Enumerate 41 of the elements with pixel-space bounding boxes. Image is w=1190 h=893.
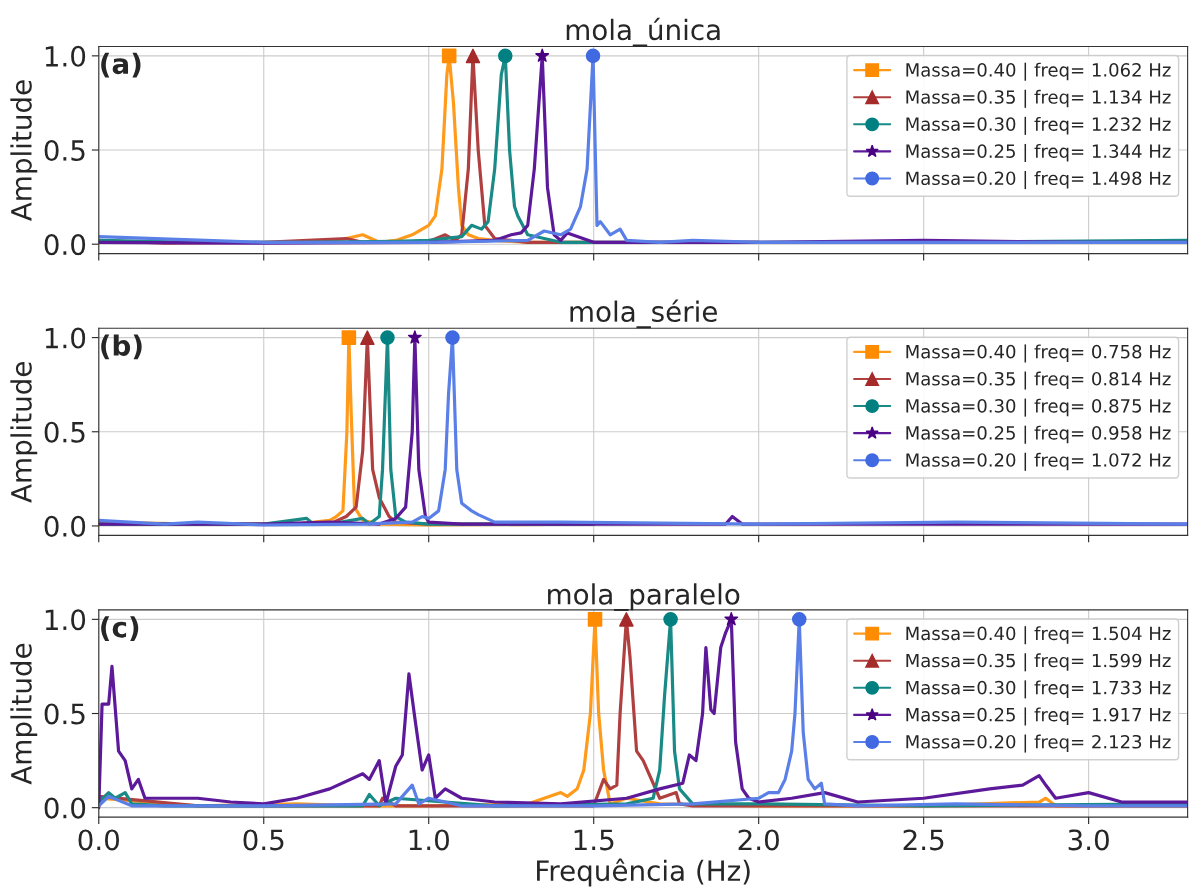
chart-title: mola_paralelo [548,583,740,611]
y-axis-title: Amplitude [10,80,38,221]
legend-label: Massa=0.30 | freq= 0.875 Hz [906,398,1171,417]
y-tick-label: 0.5 [44,421,85,443]
legend-label: Massa=0.20 | freq= 1.498 Hz [906,171,1171,190]
x-axis-title: Frequência (Hz) [537,858,750,887]
y-tick-label: 1.0 [45,327,86,349]
chart-title: mola_série [570,299,717,329]
legend-label: Massa=0.20 | freq= 1.072 Hz [906,452,1171,471]
chart-title: mola_única [566,17,720,47]
y-axis-title: Amplitude [10,362,38,503]
x-tick-label: 2.5 [903,829,944,851]
annotation: (b) [101,334,142,360]
y-tick-label: 0.0 [44,234,86,256]
x-tick-label: 2.0 [738,829,779,851]
legend-label: Massa=0.30 | freq= 1.232 Hz [906,116,1171,135]
x-tick-label: 1.5 [574,829,614,851]
legend-label: Massa=0.35 | freq= 1.134 Hz [906,89,1171,108]
y-tick-label: 1.0 [45,609,86,631]
legend-label: Massa=0.40 | freq= 0.758 Hz [906,344,1171,363]
y-axis-title: Amplitude [10,643,38,785]
y-tick-label: 0.5 [44,703,85,725]
annotation: (a) [101,52,141,78]
legend-label: Massa=0.25 | freq= 0.958 Hz [906,425,1171,444]
x-tick-label: 1.0 [409,829,449,851]
x-tick-label: 3.0 [1068,829,1109,851]
y-tick-label: 0.5 [44,139,85,161]
annotation: (c) [101,616,139,641]
legend-label: Massa=0.35 | freq= 1.599 Hz [906,653,1171,672]
legend-label: Massa=0.40 | freq= 1.504 Hz [906,626,1171,645]
x-tick-label: 0.5 [243,829,284,851]
legend-label: Massa=0.25 | freq= 1.917 Hz [906,707,1171,726]
legend-label: Massa=0.35 | freq= 0.814 Hz [906,371,1171,390]
legend-label: Massa=0.30 | freq= 1.733 Hz [906,680,1171,699]
y-tick-label: 0.0 [44,515,86,537]
legend-label: Massa=0.20 | freq= 2.123 Hz [906,734,1171,753]
legend-label: Massa=0.25 | freq= 1.344 Hz [906,143,1171,162]
y-tick-label: 0.0 [44,797,86,819]
y-tick-label: 1.0 [45,45,86,67]
x-tick-label: 0.0 [78,829,120,851]
legend-label: Massa=0.40 | freq= 1.062 Hz [906,62,1171,81]
